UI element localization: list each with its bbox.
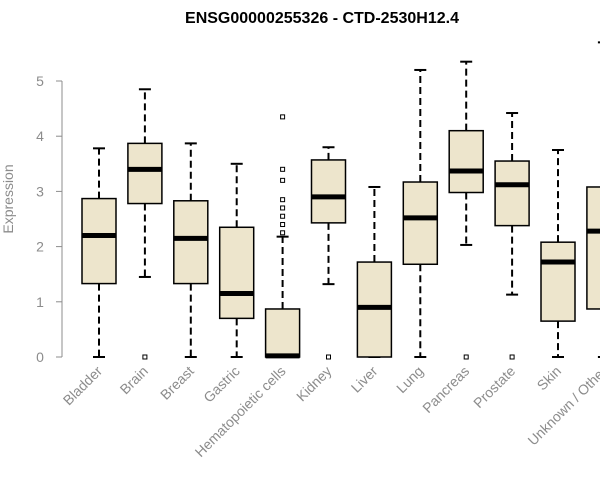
box-3 <box>173 142 209 358</box>
iqr-box <box>448 129 484 194</box>
outlier-point <box>280 114 286 120</box>
iqr-box <box>264 308 301 358</box>
iqr-box <box>173 200 209 285</box>
y-tick-label: 3 <box>36 183 44 199</box>
iqr-box <box>310 159 347 224</box>
box-10 <box>494 112 530 360</box>
x-tick-label: Breast <box>157 363 197 403</box>
box-4 <box>218 162 255 358</box>
x-tick-label: Lung <box>393 363 426 396</box>
iqr-box <box>81 197 117 285</box>
box-11 <box>540 149 576 358</box>
x-tick-label: Hematopoietic cells <box>192 363 289 460</box>
box-5 <box>264 114 301 359</box>
iqr-box <box>494 160 530 227</box>
outlier-point <box>280 197 286 203</box>
outlier-point <box>463 354 469 360</box>
y-tick-label: 1 <box>36 294 44 310</box>
y-tick-label: 5 <box>36 73 44 89</box>
box-8 <box>402 68 439 358</box>
iqr-box <box>127 142 163 205</box>
x-tick-label: Gastric <box>200 363 243 406</box>
outlier-point <box>280 177 286 183</box>
outlier-point <box>280 230 286 236</box>
chart-title: ENSG00000255326 - CTD-2530H12.4 <box>185 10 459 27</box>
y-tick-label: 4 <box>36 128 44 144</box>
x-tick-label: Pancreas <box>419 363 472 416</box>
x-tick-label: Liver <box>348 363 381 396</box>
x-tick-label: Prostate <box>470 363 518 411</box>
iqr-box <box>586 186 600 310</box>
box-1 <box>81 147 117 358</box>
box-12 <box>586 41 600 358</box>
outlier-point <box>280 166 286 172</box>
y-tick-label: 2 <box>36 239 44 255</box>
outlier-point <box>326 354 331 360</box>
y-tick-label: 0 <box>36 349 44 365</box>
outlier-point <box>280 213 286 219</box>
x-tick-label: Skin <box>534 363 565 394</box>
outlier-point <box>142 354 148 360</box>
outlier-point <box>280 205 286 211</box>
box-7 <box>356 185 393 358</box>
outlier-point <box>280 222 286 228</box>
iqr-box <box>218 226 255 320</box>
box-2 <box>127 88 163 360</box>
boxes-group <box>81 41 600 360</box>
iqr-box <box>540 241 576 322</box>
y-axis-label: Expression <box>0 164 16 233</box>
x-tick-label: Brain <box>117 363 151 397</box>
y-ticks: 0 1 2 3 4 5 <box>36 73 62 365</box>
x-tick-label: Kidney <box>293 363 335 405</box>
x-tick-label: Bladder <box>60 363 106 409</box>
box-6 <box>310 146 347 360</box>
iqr-box <box>402 181 439 266</box>
box-9 <box>448 60 484 360</box>
outlier-point <box>509 354 515 360</box>
